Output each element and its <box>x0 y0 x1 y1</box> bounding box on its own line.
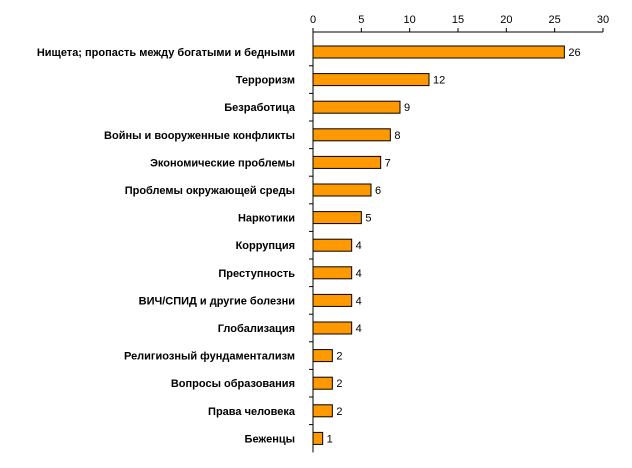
x-tick-label: 5 <box>358 14 364 26</box>
category-label: Религиозный фундаментализм <box>124 351 295 363</box>
category-label: Коррупция <box>236 240 295 252</box>
category-label: Вопросы образования <box>171 378 295 390</box>
value-label: 2 <box>336 351 342 363</box>
category-label: Глобализация <box>218 323 295 335</box>
bar <box>312 404 333 418</box>
category-label: Преступность <box>218 268 295 280</box>
labels-layer: Нищета; пропасть между богатыми и бедным… <box>37 47 581 445</box>
bar <box>312 100 401 114</box>
value-label: 4 <box>356 323 362 335</box>
bar <box>312 321 353 335</box>
category-label: ВИЧ/СПИД и другие болезни <box>139 295 295 307</box>
value-label: 4 <box>356 295 362 307</box>
bar <box>312 45 565 59</box>
value-label: 26 <box>568 47 580 59</box>
value-label: 2 <box>336 406 342 418</box>
bar <box>312 183 372 197</box>
x-tick-label: 0 <box>310 14 316 26</box>
value-label: 7 <box>385 157 391 169</box>
value-label: 8 <box>394 130 400 142</box>
bar <box>312 266 353 280</box>
value-label: 5 <box>365 213 371 225</box>
bar <box>312 431 324 445</box>
x-tick-label: 30 <box>597 14 609 26</box>
category-label: Терроризм <box>236 75 295 87</box>
value-label: 2 <box>336 378 342 390</box>
bar <box>312 211 362 225</box>
bar <box>312 155 382 169</box>
value-label: 6 <box>375 185 381 197</box>
bar <box>312 349 333 363</box>
value-label: 12 <box>433 75 445 87</box>
category-label: Войны и вооруженные конфликты <box>104 130 295 142</box>
x-tick-label: 20 <box>500 14 512 26</box>
category-label: Проблемы окружающей среды <box>125 185 295 197</box>
category-label: Наркотики <box>238 213 295 225</box>
bars-layer <box>312 45 565 445</box>
bar <box>312 73 430 87</box>
category-label: Безработица <box>224 102 296 114</box>
value-label: 1 <box>327 433 333 445</box>
bar <box>312 128 391 142</box>
value-label: 9 <box>404 102 410 114</box>
bar <box>312 376 333 390</box>
x-tick-label: 25 <box>549 14 561 26</box>
value-label: 4 <box>356 240 362 252</box>
category-label: Нищета; пропасть между богатыми и бедным… <box>37 47 295 59</box>
category-label: Экономические проблемы <box>150 157 295 169</box>
x-tick-label: 10 <box>404 14 416 26</box>
category-label: Права человека <box>208 406 296 418</box>
category-label: Беженцы <box>245 433 295 445</box>
bar <box>312 238 353 252</box>
x-tick-label: 15 <box>452 14 464 26</box>
bar <box>312 293 353 307</box>
value-label: 4 <box>356 268 362 280</box>
